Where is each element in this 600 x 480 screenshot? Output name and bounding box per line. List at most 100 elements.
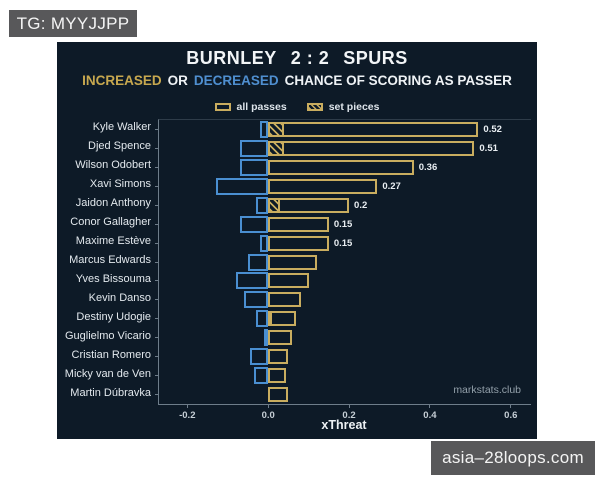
telegram-badge: TG: MYYJJPP (9, 10, 137, 37)
y-tick (155, 375, 159, 377)
decrease-bar (239, 158, 269, 176)
chart-title: BURNLEY 2 : 2 SPURS (57, 48, 537, 69)
subtitle-increased: INCREASED (82, 73, 162, 88)
all-passes-bar (268, 387, 289, 403)
set-pieces-bar (268, 121, 285, 137)
all-passes-bar (268, 197, 350, 213)
set-pieces-bar (268, 140, 285, 156)
decrease-bar (249, 348, 269, 366)
chart-legend: all passes set pieces (57, 101, 537, 113)
y-tick (155, 223, 159, 225)
x-tick (429, 404, 431, 408)
player-label: Kyle Walker (92, 121, 151, 134)
all-passes-bar (268, 368, 287, 384)
all-passes-bar (268, 121, 479, 137)
y-tick (155, 337, 159, 339)
site-badge-text: asia–28loops.com (442, 448, 584, 467)
telegram-badge-text: TG: MYYJJPP (16, 13, 130, 33)
player-label: Maxime Estève (75, 235, 151, 248)
site-badge: asia–28loops.com (431, 441, 595, 475)
all-passes-bar (268, 349, 289, 365)
bar-value-label: 0.52 (483, 123, 502, 135)
legend-set-pieces: set pieces (306, 101, 380, 113)
player-label: Marcus Edwards (69, 254, 151, 266)
decrease-bar (256, 310, 269, 328)
x-tick (267, 404, 269, 408)
decrease-bar (260, 234, 269, 252)
bar-value-label: 0.15 (333, 218, 353, 230)
x-tick-label: 0.4 (423, 410, 437, 421)
all-passes-bar (268, 235, 329, 251)
subtitle-decreased: DECREASED (193, 73, 279, 88)
player-label: Jaidon Anthony (75, 197, 151, 210)
y-tick (155, 299, 159, 301)
legend-all-passes-label: all passes (236, 101, 287, 113)
decrease-bar (254, 367, 269, 385)
x-tick-label: 0.0 (261, 410, 275, 421)
player-label: Djed Spence (88, 140, 151, 153)
y-tick (155, 242, 159, 244)
all-passes-bar (268, 159, 414, 175)
all-passes-bar (268, 311, 297, 327)
y-axis-labels: Kyle Walker Djed Spence Wilson Odobert Xavi… (57, 119, 151, 403)
player-label: Destiny Udogie (76, 310, 151, 323)
decrease-bar (215, 177, 269, 195)
decrease-bar (243, 291, 269, 309)
bar-value-label: 0.51 (479, 142, 498, 154)
x-tick (510, 404, 512, 408)
y-tick (155, 318, 159, 320)
player-label: Xavi Simons (89, 178, 151, 191)
y-tick (155, 166, 159, 168)
decrease-bar (264, 329, 269, 347)
player-label: Kevin Danso (88, 291, 151, 304)
home-team: BURNLEY (186, 48, 277, 68)
subtitle-rest: CHANCE OF SCORING AS PASSER (284, 73, 512, 88)
bar-value-label: 0.36 (418, 161, 438, 173)
all-passes-bar (268, 254, 317, 270)
score: 2 : 2 (290, 48, 330, 68)
all-passes-bar (268, 292, 301, 308)
chart-panel: BURNLEY 2 : 2 SPURS INCREASED OR DECREAS… (57, 42, 537, 439)
chart-subtitle: INCREASED OR DECREASED CHANCE OF SCORING… (57, 73, 537, 88)
all-passes-bar (268, 140, 475, 156)
all-passes-bar (268, 273, 309, 289)
x-tick (348, 404, 350, 408)
y-tick (155, 356, 159, 358)
decrease-bar (239, 215, 269, 233)
y-tick (155, 204, 159, 206)
x-axis-title: xThreat (321, 418, 367, 432)
decrease-bar (260, 120, 269, 138)
set-pieces-bar (268, 197, 281, 213)
x-tick-label: 0.6 (504, 410, 518, 421)
legend-set-pieces-label: set pieces (328, 101, 380, 113)
decrease-bar (247, 253, 269, 271)
bar-value-label: 0.27 (382, 180, 401, 192)
player-label: Guglielmo Vicario (64, 329, 151, 342)
subtitle-or: OR (167, 73, 188, 88)
all-passes-bar (268, 216, 329, 232)
y-tick (155, 280, 159, 282)
x-tick-label: 0.2 (342, 410, 356, 421)
all-passes-bar (268, 330, 293, 346)
decrease-bar (235, 272, 269, 290)
decrease-bar (256, 196, 269, 214)
all-passes-bar (268, 178, 378, 194)
y-tick (155, 147, 159, 149)
y-tick (155, 394, 159, 396)
all-passes-swatch-icon (214, 103, 231, 111)
player-label: Yves Bissouma (75, 272, 151, 285)
player-label: Micky van de Ven (64, 367, 151, 380)
bar-value-label: 0.15 (333, 237, 353, 249)
y-tick (155, 261, 159, 263)
set-pieces-bar (268, 311, 273, 327)
set-pieces-swatch-icon (306, 103, 323, 111)
decrease-bar (239, 139, 269, 157)
player-label: Conor Gallagher (70, 216, 151, 229)
x-tick-label: -0.2 (179, 410, 196, 421)
x-tick (186, 404, 188, 408)
away-team: SPURS (343, 48, 408, 68)
y-tick (155, 185, 159, 187)
plot-area: 0.52 0.51 0.36 0.27 0.2 0.15 0.15 -0.2 0.0 0.2 0.4… (155, 119, 531, 421)
bar-value-label: 0.2 (354, 199, 368, 211)
